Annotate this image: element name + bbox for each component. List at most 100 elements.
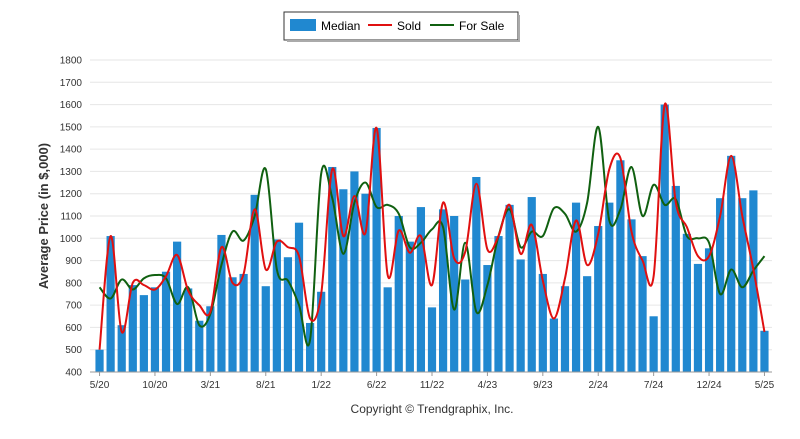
x-tick-label: 9/23	[533, 380, 553, 391]
median-bar[interactable]	[483, 265, 492, 372]
for-sale-line[interactable]	[98, 125, 766, 347]
y-tick-label: 1600	[60, 100, 83, 111]
median-bar[interactable]	[494, 236, 503, 372]
median-bar[interactable]	[184, 288, 193, 372]
y-tick-label: 1800	[60, 56, 83, 67]
median-bar[interactable]	[161, 271, 171, 372]
legend-swatch-median	[290, 19, 316, 31]
median-bar[interactable]	[250, 194, 259, 372]
median-bar[interactable]	[339, 189, 348, 372]
median-bar[interactable]	[560, 286, 570, 372]
median-bar[interactable]	[583, 276, 592, 372]
y-tick-label: 400	[65, 368, 82, 379]
median-bar[interactable]	[372, 127, 381, 372]
y-tick-label: 1000	[60, 234, 83, 245]
median-bar[interactable]	[749, 190, 758, 372]
y-tick-label: 1400	[60, 145, 83, 156]
median-bar[interactable]	[195, 320, 204, 372]
x-axis-ticks: 5/20 10/20 3/21 8/21 1/22 6/22 11/22 4/23 9/23 2/…	[90, 372, 775, 391]
median-bar[interactable]	[638, 256, 647, 372]
y-tick-label: 600	[65, 323, 82, 334]
median-bar[interactable]	[405, 241, 414, 372]
median-bar[interactable]	[438, 209, 448, 372]
median-bar[interactable]	[427, 307, 437, 372]
median-bar[interactable]	[505, 204, 514, 372]
median-bar[interactable]	[616, 160, 625, 372]
median-bar[interactable]	[660, 104, 669, 373]
median-bar[interactable]	[294, 222, 304, 372]
median-bar[interactable]	[549, 318, 559, 372]
x-tick-label: 6/22	[367, 380, 387, 391]
median-bar[interactable]	[472, 177, 481, 372]
y-tick-label: 900	[65, 256, 82, 267]
median-bar[interactable]	[682, 233, 691, 372]
x-tick-label: 5/25	[755, 380, 775, 391]
median-bar[interactable]	[283, 257, 293, 372]
median-bar[interactable]	[605, 202, 614, 372]
y-tick-label: 1300	[60, 167, 83, 178]
x-tick-label: 10/20	[142, 380, 167, 391]
y-tick-label: 1200	[60, 189, 83, 200]
median-bar[interactable]	[239, 273, 248, 372]
median-bar[interactable]	[361, 193, 370, 372]
x-tick-label: 8/21	[256, 380, 276, 391]
median-bar[interactable]	[106, 236, 115, 372]
median-bar[interactable]	[139, 295, 148, 372]
median-bar[interactable]	[272, 239, 281, 372]
median-bar[interactable]	[228, 277, 237, 372]
y-tick-label: 500	[65, 345, 82, 356]
legend-label-sold: Sold	[397, 19, 421, 33]
legend-item-for-sale[interactable]: For Sale	[430, 19, 505, 33]
median-bar[interactable]	[594, 226, 603, 372]
x-tick-label: 3/21	[201, 380, 221, 391]
median-bar[interactable]	[394, 216, 403, 372]
line-series	[98, 102, 766, 350]
legend-box-shadow-bottom	[287, 40, 520, 42]
sold-line[interactable]	[98, 102, 766, 350]
median-bar[interactable]	[305, 322, 315, 372]
y-tick-label: 1500	[60, 122, 83, 133]
median-bar[interactable]	[261, 286, 270, 372]
legend-label-for-sale: For Sale	[459, 19, 505, 33]
median-bar[interactable]	[128, 285, 137, 372]
median-bar[interactable]	[383, 287, 392, 372]
median-bar[interactable]	[727, 155, 736, 372]
legend-item-median[interactable]: Median	[290, 19, 360, 33]
median-bar[interactable]	[716, 198, 725, 372]
x-tick-label: 4/23	[478, 380, 498, 391]
legend-item-sold[interactable]: Sold	[368, 19, 421, 33]
median-bar[interactable]	[527, 197, 536, 372]
x-tick-label: 12/24	[697, 380, 722, 391]
median-bar[interactable]	[461, 279, 470, 372]
median-bar[interactable]	[217, 234, 226, 372]
median-bar[interactable]	[538, 273, 547, 372]
y-axis-ticks: 400 500 600 700 800 900 1000 1100 1200 1300 1400 15…	[60, 56, 83, 379]
copyright-text: Copyright © Trendgraphix, Inc.	[351, 402, 514, 416]
x-tick-label: 11/22	[420, 380, 445, 391]
median-bars	[95, 104, 769, 373]
legend-label-median: Median	[321, 19, 360, 33]
median-bar[interactable]	[416, 207, 426, 372]
y-tick-label: 1100	[60, 212, 82, 223]
median-bar[interactable]	[516, 259, 525, 372]
median-bar[interactable]	[206, 306, 215, 372]
median-bar[interactable]	[173, 241, 182, 372]
median-bar[interactable]	[95, 349, 104, 372]
median-bar[interactable]	[117, 325, 126, 372]
median-bar[interactable]	[704, 248, 714, 372]
median-bar[interactable]	[627, 219, 636, 372]
median-bar[interactable]	[649, 316, 658, 372]
median-bar[interactable]	[328, 166, 337, 372]
median-bar[interactable]	[571, 202, 581, 372]
median-bar[interactable]	[317, 291, 326, 372]
median-bar[interactable]	[450, 216, 459, 372]
median-bar[interactable]	[350, 171, 359, 372]
median-bar[interactable]	[150, 287, 160, 372]
median-bar[interactable]	[760, 330, 769, 372]
median-bar[interactable]	[671, 185, 680, 372]
x-tick-label: 1/22	[311, 380, 331, 391]
median-bar[interactable]	[738, 198, 747, 372]
y-tick-label: 800	[65, 278, 82, 289]
median-bar[interactable]	[693, 263, 703, 372]
